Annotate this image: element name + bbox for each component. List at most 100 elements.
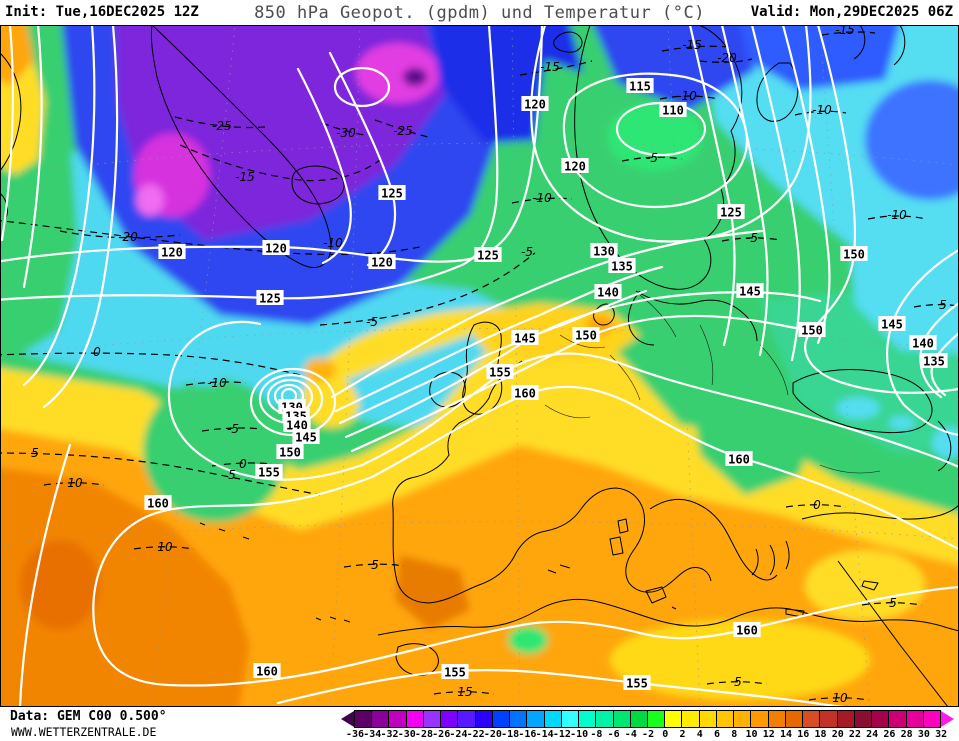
svg-text:155: 155 bbox=[626, 677, 648, 691]
geopotential-label: 125 bbox=[256, 290, 284, 306]
colorbar-cells-row bbox=[341, 710, 954, 728]
temperature-label: 10 bbox=[157, 540, 173, 554]
colorbar-cell bbox=[579, 711, 597, 727]
chart-title: 850 hPa Geopot. (gpdm) und Temperatur (°… bbox=[254, 3, 705, 23]
svg-text:155: 155 bbox=[258, 466, 280, 480]
colorbar-ticks: -36 -34 -32 -30 -28 -26 -24 -22 -20 -18 -16 -14 -12-… bbox=[341, 729, 955, 741]
colorbar-tick: 10 bbox=[745, 729, 758, 740]
geopotential-label: 160 bbox=[144, 495, 172, 511]
colorbar-tick: -36 bbox=[345, 729, 365, 740]
geopotential-label: 150 bbox=[572, 327, 600, 343]
geopotential-label: 120 bbox=[158, 244, 186, 260]
colorbar-tick: -26 bbox=[432, 729, 451, 740]
data-source-label: Data: GEM C00 0.500° bbox=[10, 709, 167, 724]
temperature-label: -20 bbox=[118, 230, 138, 244]
svg-text:120: 120 bbox=[524, 98, 546, 112]
geopotential-label: 160 bbox=[511, 385, 539, 401]
colorbar-tick: 12 bbox=[762, 729, 775, 740]
temperature-label: -10 bbox=[812, 103, 832, 117]
colorbar-left-arrow bbox=[341, 711, 354, 727]
colorbar-cell bbox=[406, 711, 424, 727]
colorbar-cell bbox=[458, 711, 476, 727]
svg-text:125: 125 bbox=[381, 187, 403, 201]
colorbar-cell bbox=[682, 711, 700, 727]
geopotential-label: 135 bbox=[920, 353, 948, 369]
colorbar-cell bbox=[372, 711, 390, 727]
temperature-label: -15 bbox=[540, 60, 560, 74]
svg-text:155: 155 bbox=[444, 666, 466, 680]
colorbar-tick: 22 bbox=[848, 729, 861, 740]
header: Init: Tue,16DEC2025 12Z 850 hPa Geopot. … bbox=[0, 0, 959, 25]
temperature-label: -5 bbox=[746, 231, 758, 245]
graticule bbox=[0, 25, 959, 707]
geopotential-label: 155 bbox=[255, 464, 283, 480]
temperature-label: 5 bbox=[939, 298, 947, 312]
temperature-label-layer: -30 -25 -25 -20 -20 -15 -15 -15 -15 -10 -10 -10 -10 -… bbox=[31, 25, 947, 705]
colorbar-tick: 14 bbox=[779, 729, 793, 740]
colorbar-cell bbox=[854, 711, 873, 727]
colorbar-cell bbox=[647, 711, 666, 727]
svg-text:155: 155 bbox=[489, 366, 511, 380]
colorbar-tick: 28 bbox=[900, 729, 913, 740]
svg-text:125: 125 bbox=[477, 249, 499, 263]
svg-text:150: 150 bbox=[279, 446, 301, 460]
geopotential-label: 155 bbox=[486, 364, 514, 380]
colorbar-tick: -28 bbox=[414, 729, 433, 740]
svg-text:145: 145 bbox=[881, 318, 903, 332]
colorbar-cell bbox=[768, 711, 786, 727]
footer: Data: GEM C00 0.500° WWW.WETTERZENTRALE.… bbox=[0, 707, 959, 741]
colorbar-cell bbox=[923, 711, 941, 727]
colorbar-tick: 32 bbox=[935, 729, 948, 740]
svg-text:140: 140 bbox=[912, 337, 934, 351]
svg-text:160: 160 bbox=[728, 453, 750, 467]
temperature-label: 0 bbox=[93, 345, 101, 359]
colorbar-tick: 18 bbox=[814, 729, 827, 740]
colorbar-tick: 6 bbox=[714, 729, 721, 740]
colorbar-cell bbox=[475, 711, 493, 727]
svg-text:115: 115 bbox=[629, 80, 651, 94]
country-borders bbox=[544, 294, 881, 474]
geopotential-label: 150 bbox=[798, 322, 826, 338]
colorbar-cell bbox=[872, 711, 890, 727]
colorbar-cell bbox=[510, 711, 528, 727]
colorbar-cell bbox=[665, 711, 683, 727]
coastlines bbox=[0, 25, 959, 707]
colorbar-cell bbox=[889, 711, 907, 727]
svg-text:150: 150 bbox=[801, 324, 823, 338]
geopotential-label: 150 bbox=[840, 246, 868, 262]
colorbar-cell bbox=[544, 711, 562, 727]
colorbar-tick: -16 bbox=[518, 729, 537, 740]
colorbar-cell bbox=[716, 711, 735, 727]
svg-text:145: 145 bbox=[514, 332, 536, 346]
colorbar-tick: -6 bbox=[607, 729, 620, 740]
colorbar-cell bbox=[906, 711, 924, 727]
svg-text:125: 125 bbox=[259, 292, 281, 306]
colorbar-tick: -32 bbox=[380, 729, 399, 740]
temperature-label: -25 bbox=[212, 119, 232, 133]
colorbar-tick: -10 bbox=[570, 729, 589, 740]
geopotential-label: 160 bbox=[253, 663, 281, 679]
colorbar-tick: -30 bbox=[397, 729, 416, 740]
temperature-label: -5 bbox=[521, 245, 533, 259]
svg-text:120: 120 bbox=[161, 246, 183, 260]
svg-text:160: 160 bbox=[147, 497, 169, 511]
colorbar-tick: -22 bbox=[466, 729, 485, 740]
temperature-label: 15 bbox=[457, 685, 472, 699]
temperature-label: -15 bbox=[835, 25, 855, 37]
map-area: -30 -25 -25 -20 -20 -15 -15 -15 -15 -10 -10 -10 -10 -… bbox=[0, 25, 959, 707]
geopotential-label: 155 bbox=[623, 675, 651, 691]
temperature-label: 5 bbox=[228, 468, 236, 482]
temperature-label: -10 bbox=[207, 376, 227, 390]
temperature-label: -5 bbox=[227, 422, 239, 436]
geopotential-label: 155 bbox=[441, 664, 469, 680]
geopotential-label: 120 bbox=[561, 158, 589, 174]
geopotential-label: 145 bbox=[878, 316, 906, 332]
colorbar-tick: -8 bbox=[590, 729, 603, 740]
temperature-label: 5 bbox=[734, 675, 742, 689]
geopotential-label: 145 bbox=[511, 330, 539, 346]
svg-text:120: 120 bbox=[564, 160, 586, 174]
colorbar-cell bbox=[596, 711, 614, 727]
colorbar-tick: -12 bbox=[552, 729, 571, 740]
geopotential-label: 115 bbox=[626, 78, 654, 94]
svg-text:135: 135 bbox=[611, 260, 633, 274]
